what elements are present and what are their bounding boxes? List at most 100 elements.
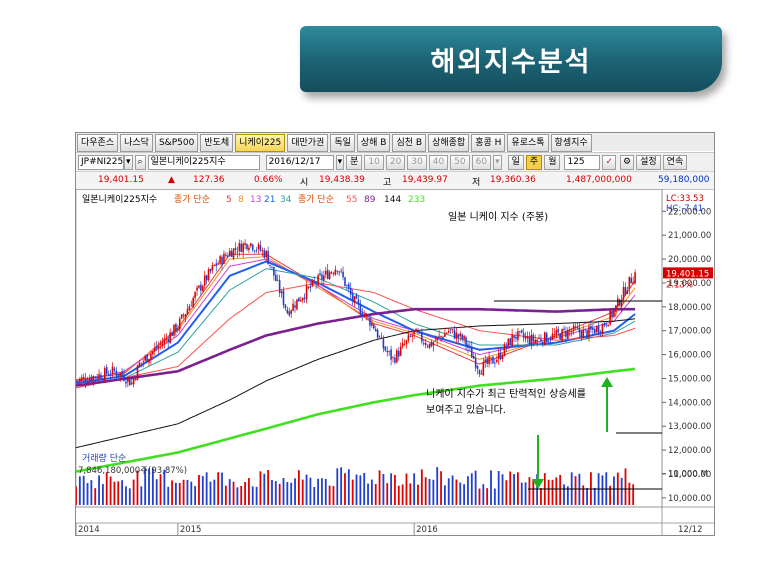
volume-bar xyxy=(486,488,489,505)
tab-2[interactable]: S&P500 xyxy=(154,134,199,152)
candle-body xyxy=(92,375,95,382)
candle-body xyxy=(430,341,433,347)
volume-bar xyxy=(420,469,423,505)
candle-body xyxy=(484,359,487,363)
y-tick-label: 20,000.00 xyxy=(668,255,711,265)
candle-body xyxy=(570,330,573,332)
candle-body xyxy=(250,243,252,247)
volume-bar xyxy=(140,486,143,505)
volume-bar xyxy=(121,480,124,505)
interval-button-30[interactable]: 30 xyxy=(407,154,427,170)
candle-body xyxy=(551,333,554,340)
candle-body xyxy=(536,339,538,342)
tab-9[interactable]: 상해종합 xyxy=(428,134,470,152)
candle-body xyxy=(194,292,196,298)
month-period-button[interactable]: 월 xyxy=(544,154,561,170)
volume-bar xyxy=(274,481,277,505)
candle-body xyxy=(334,269,337,275)
y-tick-label: 17,000.00 xyxy=(668,327,711,337)
volume-bar xyxy=(82,475,85,505)
interval-button-50[interactable]: 50 xyxy=(450,154,470,170)
date-dropdown-icon[interactable]: ▾ xyxy=(335,154,345,170)
tab-8[interactable]: 심천 B xyxy=(392,134,427,152)
candle-body xyxy=(401,343,404,347)
day-period-button[interactable]: 일 xyxy=(507,154,524,170)
candle-body xyxy=(595,326,598,333)
candle-body xyxy=(257,244,260,250)
symbol-dropdown-icon[interactable]: ▾ xyxy=(124,154,133,170)
candle-body xyxy=(626,290,629,294)
volume-bar xyxy=(394,474,396,505)
volume-bar xyxy=(455,479,458,505)
candle-body xyxy=(409,336,412,337)
tab-6[interactable]: 독일 xyxy=(330,134,355,152)
candle-body xyxy=(261,250,264,252)
tab-0[interactable]: 다우존스 xyxy=(77,134,119,152)
candle-body xyxy=(271,266,273,268)
tab-10[interactable]: 홍콩 H xyxy=(471,134,506,152)
candle-body xyxy=(465,337,467,346)
candle-body xyxy=(451,329,454,330)
tab-4[interactable]: 니케이225 xyxy=(235,134,286,152)
interval-button-60[interactable]: 60 xyxy=(471,154,492,170)
x-tick-label: 2015 xyxy=(180,525,202,535)
candle-body xyxy=(234,247,237,250)
volume-bar xyxy=(286,482,289,505)
volume-bar xyxy=(551,479,554,505)
candle-body xyxy=(76,380,77,382)
candle-body xyxy=(240,243,243,252)
tab-1[interactable]: 나스닥 xyxy=(120,134,153,152)
candle-body xyxy=(280,291,283,294)
volume-bar xyxy=(159,474,162,505)
price-chart[interactable]: 22,000.00 21,000.00 20,000.00 19,000.00 18,0… xyxy=(76,189,714,535)
candle-body xyxy=(399,346,402,356)
date-field[interactable]: 2016/12/17 xyxy=(265,154,334,170)
volume-bar xyxy=(555,477,558,505)
interval-button-10[interactable]: 10 xyxy=(364,154,384,170)
candle-body xyxy=(338,271,341,273)
candle-body xyxy=(442,336,444,339)
symbol-search-icon[interactable]: ⌕ xyxy=(134,154,146,170)
settings-gear-icon[interactable]: ⚙ xyxy=(620,154,635,170)
continuous-button[interactable]: 연속 xyxy=(662,154,688,170)
count-field[interactable]: 125 xyxy=(564,154,601,170)
candle-body xyxy=(367,315,369,317)
candle-body xyxy=(113,368,116,371)
volume-bar xyxy=(244,482,246,505)
candle-body xyxy=(467,344,469,348)
ma-line-13 xyxy=(76,258,636,383)
open-label: 시 xyxy=(300,178,309,188)
interval-dropdown-icon[interactable]: ▾ xyxy=(493,154,502,170)
volume-bar xyxy=(163,469,166,505)
candle-body xyxy=(286,309,289,314)
candle-body xyxy=(618,299,621,306)
symbol-code-field[interactable]: JP#NI225 xyxy=(78,154,124,170)
tab-5[interactable]: 대만가권 xyxy=(287,134,329,152)
candle-body xyxy=(284,304,287,309)
candle-body xyxy=(244,243,246,245)
volume-bar xyxy=(90,480,93,505)
candle-body xyxy=(232,248,235,259)
volume-bar xyxy=(148,468,150,505)
chart-tool-icon[interactable]: ✓ xyxy=(602,154,617,170)
interval-button-20[interactable]: 20 xyxy=(385,154,406,170)
volume-bar xyxy=(505,480,508,505)
interval-button-40[interactable]: 40 xyxy=(428,154,449,170)
tab-11[interactable]: 유로스톡 xyxy=(507,134,549,152)
week-period-button[interactable]: 주 xyxy=(525,154,543,170)
candle-body xyxy=(495,359,498,362)
volume-bar xyxy=(109,476,112,505)
candle-body xyxy=(225,254,227,256)
candle-body xyxy=(517,330,519,341)
candle-body xyxy=(146,354,148,363)
candle-body xyxy=(192,297,194,308)
tab-12[interactable]: 항셍지수 xyxy=(550,134,592,152)
tab-3[interactable]: 반도체 xyxy=(200,134,234,152)
volume-bar xyxy=(278,483,281,505)
tab-7[interactable]: 상해 B xyxy=(356,134,391,152)
candle-body xyxy=(494,362,496,364)
settings-button[interactable]: 설정 xyxy=(636,154,661,170)
candle-body xyxy=(228,250,231,257)
minute-period-button[interactable]: 분 xyxy=(346,154,363,170)
volume-bar xyxy=(397,485,400,505)
